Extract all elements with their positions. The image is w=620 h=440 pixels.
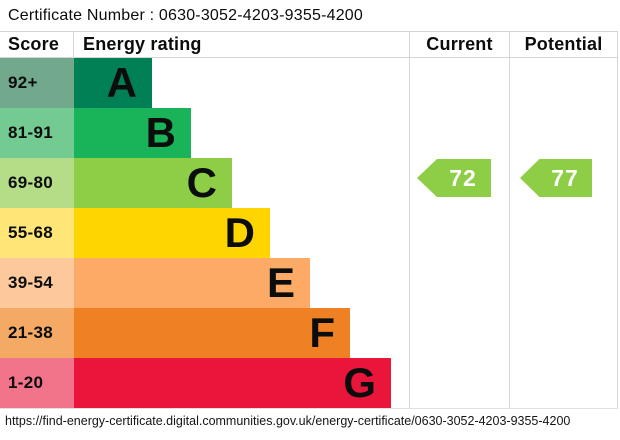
score-range: 92+ — [0, 58, 74, 108]
header-score: Score — [0, 32, 74, 57]
band-row-d: 55-68 D — [0, 208, 617, 258]
certificate-number: Certificate Number : 0630-3052-4203-9355… — [8, 7, 363, 24]
rating-bar: G — [74, 358, 391, 408]
column-divider-current — [409, 58, 410, 408]
grade-letter: D — [224, 209, 255, 256]
band-row-e: 39-54 E — [0, 258, 617, 308]
grade-letter: A — [106, 59, 137, 106]
current-rating-value: 72 — [449, 164, 477, 191]
score-range: 39-54 — [0, 258, 74, 308]
potential-rating-value: 77 — [551, 164, 579, 191]
rating-bar: C — [74, 158, 232, 208]
score-range: 69-80 — [0, 158, 74, 208]
score-range: 21-38 — [0, 308, 74, 358]
band-row-g: 1-20 G — [0, 358, 617, 408]
grade-letter: G — [343, 359, 376, 406]
score-range: 1-20 — [0, 358, 74, 408]
rating-bar: B — [74, 108, 191, 158]
graph-body: 92+ A 81-91 B 69-80 C 55-68 — [0, 58, 617, 408]
band-row-c: 69-80 C — [0, 158, 617, 208]
certificate-url: https://find-energy-certificate.digital.… — [5, 414, 571, 428]
grade-letter: B — [145, 109, 176, 156]
header-energy-rating: Energy rating — [74, 32, 410, 57]
rating-bar: A — [74, 58, 152, 108]
band-row-f: 21-38 F — [0, 308, 617, 358]
band-row-b: 81-91 B — [0, 108, 617, 158]
epc-graph: Score Energy rating Current Potential 92… — [0, 31, 618, 409]
score-range: 55-68 — [0, 208, 74, 258]
column-divider-potential — [509, 58, 510, 408]
rating-bar: D — [74, 208, 270, 258]
band-row-a: 92+ A — [0, 58, 617, 108]
graph-header-row: Score Energy rating Current Potential — [0, 32, 617, 58]
header-potential: Potential — [524, 34, 603, 54]
grade-letter: F — [309, 309, 335, 356]
grade-letter: E — [266, 259, 295, 306]
score-range: 81-91 — [0, 108, 74, 158]
rating-bar: E — [74, 258, 310, 308]
rating-bar: F — [74, 308, 350, 358]
grade-letter: C — [186, 159, 217, 206]
header-current: Current — [410, 32, 510, 57]
